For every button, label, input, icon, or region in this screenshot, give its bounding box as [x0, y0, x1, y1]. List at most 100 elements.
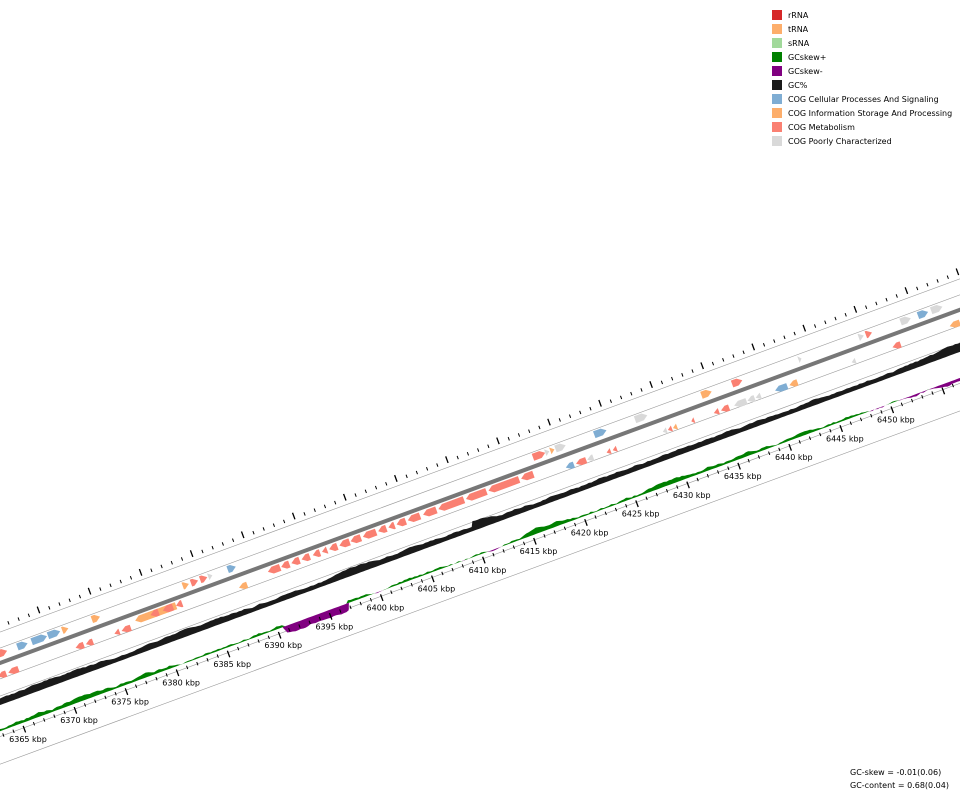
minor-tick [911, 398, 914, 403]
minor-tick [308, 620, 311, 625]
minor-tick [936, 279, 939, 283]
minor-tick [288, 627, 291, 632]
minor-tick [63, 710, 66, 715]
minor-tick [762, 343, 766, 347]
kbp-label: 6380 kbp [162, 679, 200, 688]
minor-tick [410, 582, 413, 587]
inner-gene-arrow [892, 341, 902, 349]
minor-tick [441, 571, 444, 576]
track-band-line [0, 342, 960, 697]
minor-tick [374, 485, 378, 490]
minor-tick [99, 587, 102, 591]
major-tick [955, 268, 960, 276]
gc-skew-positive [0, 377, 960, 732]
reverse-gene-arrow [396, 517, 407, 527]
minor-tick [267, 635, 270, 640]
kbp-label: 6405 kbp [418, 585, 456, 594]
forward-gene-arrow [633, 413, 648, 424]
major-tick [635, 500, 639, 508]
legend-item-cog-poorly: COG Poorly Characterized [772, 134, 952, 148]
minor-tick [303, 512, 306, 516]
legend-label-cog-cellular: COG Cellular Processes And Signaling [788, 94, 939, 104]
minor-tick [793, 331, 796, 336]
kbp-label: 6385 kbp [213, 660, 251, 669]
minor-tick [487, 444, 490, 449]
legend-label-gcskew-plus: GCskew+ [788, 52, 827, 62]
inner-gene-arrow [0, 670, 8, 678]
minor-tick [870, 413, 873, 418]
reverse-gene-arrow [291, 556, 301, 565]
forward-gene-arrow [857, 333, 864, 341]
minor-tick [165, 673, 168, 677]
minor-tick [466, 451, 470, 456]
minor-tick [12, 729, 15, 734]
major-tick [445, 456, 449, 464]
reverse-gene-arrow [388, 521, 396, 530]
minor-tick [773, 339, 776, 343]
minor-tick [129, 575, 133, 580]
kbp-label: 6430 kbp [673, 491, 711, 500]
legend-label-gc-percent: GC% [788, 80, 808, 90]
kbp-label: 6370 kbp [60, 716, 98, 725]
minor-tick [589, 406, 592, 411]
major-tick [87, 587, 92, 595]
minor-tick [691, 369, 694, 373]
minor-tick [859, 417, 863, 422]
inner-gene-arrow [755, 392, 762, 399]
minor-tick [155, 676, 158, 681]
inner-gene-arrow [662, 427, 668, 434]
reverse-gene-arrow [362, 528, 378, 539]
major-tick [802, 324, 807, 332]
forward-gene-arrow [189, 578, 199, 587]
inner-gene-arrow [114, 628, 121, 635]
inner-gene-arrow [121, 624, 132, 633]
legend-swatch-cog-information [772, 108, 782, 118]
major-tick [482, 556, 486, 564]
forward-gene-arrow [593, 428, 607, 439]
kbp-label: 6450 kbp [877, 416, 915, 425]
minor-tick [17, 617, 20, 621]
major-tick [904, 287, 909, 295]
minor-tick [824, 320, 827, 325]
minor-tick [196, 661, 199, 666]
minor-tick [727, 466, 730, 471]
minor-tick [880, 410, 883, 414]
minor-tick [262, 527, 265, 531]
minor-tick [558, 418, 561, 422]
minor-tick [7, 621, 10, 625]
reverse-gene-arrow [322, 546, 329, 554]
kbp-label: 6375 kbp [111, 697, 149, 706]
minor-tick [538, 425, 541, 430]
minor-tick [334, 500, 337, 505]
minor-tick [620, 395, 623, 400]
major-tick [277, 631, 282, 639]
legend-item-srna: sRNA [772, 36, 952, 50]
kbp-label: 6410 kbp [469, 566, 507, 575]
minor-tick [415, 470, 418, 475]
minor-tick [436, 463, 439, 467]
major-tick [839, 425, 844, 433]
minor-tick [451, 567, 454, 572]
major-tick [584, 518, 588, 527]
legend-item-cog-information: COG Information Storage And Processing [772, 106, 952, 120]
inner-gene-arrow [851, 357, 857, 364]
inner-gene-arrow [576, 457, 588, 466]
major-tick [22, 725, 27, 733]
legend-swatch-srna [772, 38, 782, 48]
minor-tick [145, 680, 148, 685]
minor-tick [477, 448, 480, 452]
inner-gene-arrow [673, 423, 679, 430]
reverse-gene-arrow [488, 476, 521, 493]
minor-tick [170, 560, 173, 565]
minor-tick [630, 391, 633, 396]
minor-tick [625, 504, 628, 508]
major-tick [240, 531, 245, 539]
inner-scale-ticks [2, 383, 955, 737]
major-tick [890, 406, 895, 414]
minor-tick [78, 594, 81, 599]
minor-tick [722, 358, 725, 362]
major-tick [700, 362, 704, 370]
major-tick [649, 380, 653, 389]
minor-tick [58, 602, 61, 606]
minor-tick [83, 703, 87, 707]
